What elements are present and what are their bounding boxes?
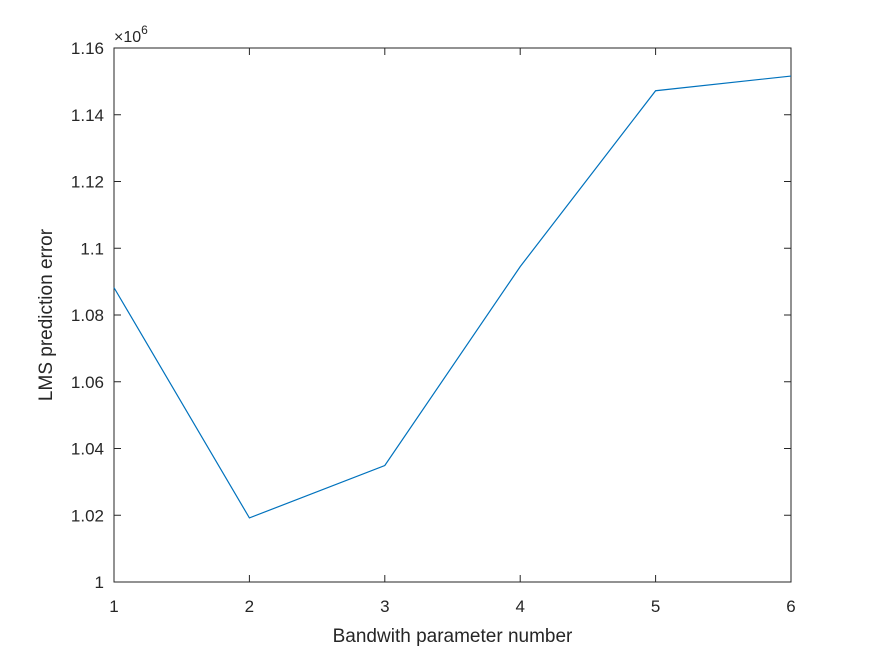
- y-exponent-base: ×10: [114, 29, 141, 46]
- y-tick-label: 1.12: [71, 173, 104, 192]
- y-exponent-power: 6: [141, 23, 148, 37]
- x-axis-label: Bandwith parameter number: [333, 626, 573, 647]
- y-tick-label: 1.16: [71, 39, 104, 58]
- axes-box: [113, 47, 792, 583]
- x-tick-label: 6: [786, 597, 795, 616]
- y-axis-label: LMS prediction error: [36, 228, 57, 401]
- plot-area: [113, 47, 792, 583]
- series-line-0: [113, 75, 792, 519]
- y-tick-label: 1.04: [71, 440, 104, 459]
- x-tick-label: 5: [651, 597, 660, 616]
- x-tick-label: 3: [380, 597, 389, 616]
- x-tick-label: 4: [515, 597, 524, 616]
- y-tick-label: 1.1: [80, 239, 104, 258]
- labels: Bandwith parameter number LMS prediction…: [36, 23, 573, 647]
- x-tick-label: 2: [245, 597, 254, 616]
- y-exponent-label: ×106: [114, 23, 148, 46]
- x-tick-label: 1: [109, 597, 118, 616]
- y-tick-label: 1.14: [71, 106, 104, 125]
- y-tick-label: 1: [95, 573, 104, 592]
- y-tick-label: 1.02: [71, 506, 104, 525]
- ticks: 1 2 3 4 5 6 1 1.02 1.04 1.06 1.08 1.1 1.12 1.14 1.16: [71, 39, 796, 616]
- series-layer: [113, 75, 792, 519]
- y-tick-label: 1.06: [71, 373, 104, 392]
- y-tick-label: 1.08: [71, 306, 104, 325]
